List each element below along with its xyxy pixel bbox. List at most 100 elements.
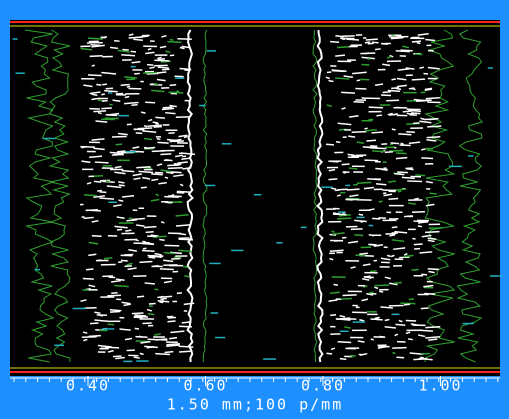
contour-segment	[114, 286, 128, 287]
contour-segment	[134, 357, 140, 358]
contour-segment	[160, 154, 171, 155]
contour-segment	[161, 222, 164, 223]
contour-segment	[148, 49, 151, 50]
contour-segment	[412, 238, 415, 239]
contour-segment	[166, 51, 171, 52]
contour-segment	[359, 214, 363, 215]
contour-segment	[144, 227, 157, 228]
contour-segment	[165, 352, 174, 353]
contour-segment	[144, 147, 149, 148]
axis-caption: 1.50 mm;100 p/mm	[167, 396, 344, 414]
contour-segment	[100, 192, 107, 193]
contour-segment	[352, 132, 367, 133]
contour-segment	[125, 230, 131, 231]
contour-segment	[119, 185, 125, 186]
contour-segment	[171, 172, 182, 173]
contour-segment	[348, 136, 355, 137]
contour-segment	[337, 47, 349, 48]
contour-segment	[160, 269, 174, 270]
contour-segment	[88, 75, 102, 76]
contour-segment	[359, 253, 368, 254]
contour-segment	[417, 43, 421, 44]
contour-segment	[421, 274, 427, 275]
contour-segment	[138, 128, 152, 129]
contour-segment	[329, 170, 335, 171]
contour-segment	[157, 142, 168, 143]
contour-segment	[90, 56, 103, 57]
contour-segment	[370, 319, 382, 320]
contour-segment	[101, 108, 112, 109]
contour-segment	[414, 244, 423, 245]
contour-segment	[409, 88, 414, 89]
contour-segment	[177, 293, 182, 294]
contour-segment	[117, 229, 122, 230]
contour-segment	[170, 85, 177, 86]
contour-segment	[149, 67, 154, 68]
contour-segment	[132, 313, 144, 314]
contour-segment	[93, 111, 106, 112]
contour-segment	[329, 81, 334, 82]
contour-segment	[379, 201, 383, 202]
contour-segment	[376, 184, 386, 185]
contour-segment	[421, 158, 433, 159]
contour-segment	[389, 151, 403, 152]
contour-segment	[158, 67, 169, 68]
contour-segment	[429, 193, 436, 194]
contour-segment	[153, 122, 158, 123]
contour-segment	[371, 132, 383, 133]
contour-segment	[148, 339, 160, 340]
contour-segment	[179, 351, 192, 352]
contour-segment	[392, 227, 398, 228]
contour-segment	[88, 38, 103, 39]
contour-segment	[141, 112, 145, 113]
contour-segment	[155, 289, 159, 290]
contour-segment	[412, 79, 425, 80]
contour-segment	[96, 84, 101, 85]
contour-segment	[136, 167, 150, 168]
contour-segment	[148, 314, 155, 315]
contour-segment	[398, 134, 411, 135]
contour-segment	[371, 339, 374, 340]
contour-segment	[177, 39, 191, 40]
contour-segment	[372, 151, 385, 152]
contour-segment	[122, 171, 135, 172]
contour-segment	[402, 177, 415, 178]
contour-segment	[135, 315, 147, 316]
contour-segment	[418, 226, 422, 227]
contour-segment	[141, 187, 147, 188]
contour-segment	[144, 126, 147, 127]
contour-segment	[326, 353, 332, 354]
contour-segment	[144, 139, 152, 140]
contour-segment	[95, 162, 109, 163]
contour-segment	[135, 337, 147, 338]
contour-segment	[148, 257, 155, 258]
contour-segment	[151, 174, 163, 175]
contour-segment	[84, 195, 97, 196]
contour-segment	[170, 40, 173, 41]
contour-segment	[335, 36, 343, 37]
contour-segment	[116, 144, 123, 145]
contour-segment	[118, 182, 124, 183]
contour-segment	[165, 113, 175, 114]
contour-segment	[159, 239, 164, 240]
contour-segment	[428, 238, 437, 239]
contour-segment	[421, 149, 425, 150]
contour-segment	[157, 139, 161, 140]
contour-segment	[412, 41, 421, 42]
contour-segment	[391, 79, 395, 80]
contour-segment	[424, 294, 435, 295]
contour-segment	[345, 199, 352, 200]
contour-segment	[90, 45, 100, 46]
contour-segment	[342, 108, 346, 109]
contour-segment	[343, 172, 346, 173]
contour-segment	[84, 217, 94, 218]
contour-segment	[131, 51, 136, 52]
contour-segment	[408, 339, 413, 340]
contour-segment	[92, 65, 95, 66]
contour-segment	[347, 189, 360, 190]
contour-segment	[413, 123, 419, 124]
x-tick-label: 0.40	[66, 377, 110, 395]
contour-segment	[179, 234, 186, 235]
contour-segment	[338, 342, 352, 343]
contour-segment	[394, 283, 402, 284]
